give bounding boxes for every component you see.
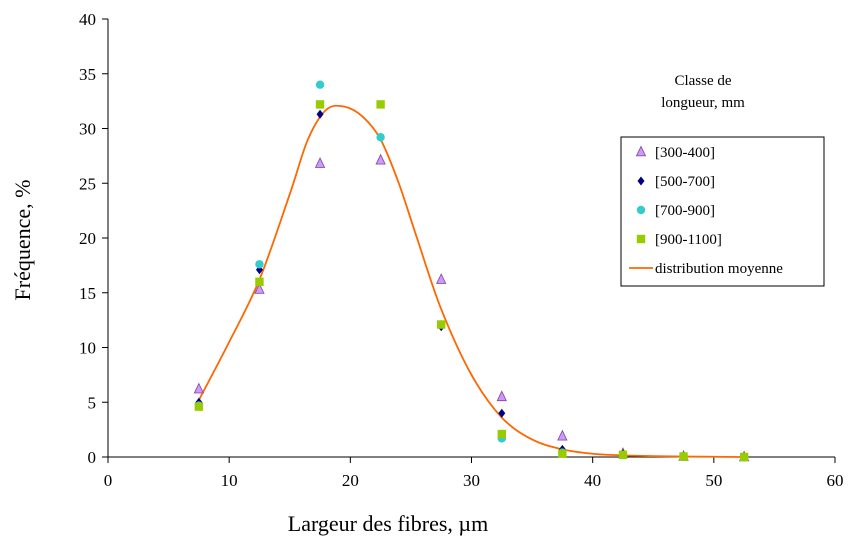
series-line-layer xyxy=(198,104,745,458)
x-tick-label: 60 xyxy=(827,471,844,490)
legend-label-1: [300-400] xyxy=(655,145,715,161)
legend-marker-2 xyxy=(637,176,645,186)
y-tick-label: 5 xyxy=(88,393,97,412)
legend-label-5: distribution moyenne xyxy=(655,261,783,277)
data-point-series-3 xyxy=(315,80,325,89)
data-point-series-1 xyxy=(254,282,265,294)
legend-title-line-2: longueur, mm xyxy=(661,95,745,111)
y-tick-label: 25 xyxy=(79,174,96,193)
data-point-series-4 xyxy=(376,100,385,109)
y-tick-label: 10 xyxy=(79,339,96,358)
x-axis-title: Largeur des fibres, µm xyxy=(288,511,488,536)
y-axis-title: Fréquence, % xyxy=(10,180,35,301)
data-point-series-3 xyxy=(255,260,264,269)
x-tick-label: 10 xyxy=(221,471,238,490)
x-tick-label: 40 xyxy=(584,471,601,490)
legend-title-line-1: Classe de xyxy=(674,73,731,89)
y-tick-label: 20 xyxy=(79,229,96,248)
legend-label-4: [900-1100] xyxy=(655,232,722,248)
legend-label-2: [500-700] xyxy=(655,174,715,190)
data-point-series-4 xyxy=(255,277,264,286)
data-point-series-1 xyxy=(375,153,386,165)
y-tick-label: 35 xyxy=(79,65,96,84)
data-point-series-1 xyxy=(435,273,447,284)
data-point-series-4 xyxy=(497,429,506,439)
legend-box xyxy=(620,136,825,287)
data-point-series-4 xyxy=(679,452,688,461)
data-point-series-1 xyxy=(314,157,326,168)
x-tick-label: 20 xyxy=(342,471,359,490)
series-points-layer xyxy=(193,80,750,462)
y-tick-label: 30 xyxy=(79,120,96,139)
tick-labels: 0 5 10 15 20 25 30 35 40 0 10 20 30 40 50 60 xyxy=(79,10,844,490)
data-point-series-4 xyxy=(437,320,446,329)
legend-items: [300-400] [500-700] [700-900] [900-1100] dis… xyxy=(629,145,783,277)
y-tick-label: 40 xyxy=(79,10,96,29)
data-point-series-2 xyxy=(498,408,506,418)
data-point-series-3 xyxy=(376,133,385,142)
y-tick-label: 15 xyxy=(79,284,96,303)
data-point-series-1 xyxy=(193,382,205,394)
data-point-series-1 xyxy=(557,429,568,441)
data-point-series-4 xyxy=(315,100,325,109)
series-line-distribution-moyenne xyxy=(198,104,745,458)
data-point-series-1 xyxy=(496,390,508,402)
data-point-series-4 xyxy=(558,449,567,458)
legend: Classe de longueur, mm [300-400] [500-700… xyxy=(620,73,825,287)
y-tick-label: 0 xyxy=(88,448,97,467)
data-point-series-4 xyxy=(739,452,749,462)
legend-marker-4 xyxy=(636,234,646,244)
x-tick-label: 50 xyxy=(705,471,722,490)
data-point-series-2 xyxy=(316,109,324,119)
data-point-series-4 xyxy=(194,402,204,411)
x-tick-label: 0 xyxy=(104,471,113,490)
data-point-series-4 xyxy=(618,450,628,460)
x-tick-label: 30 xyxy=(463,471,480,490)
legend-marker-1 xyxy=(635,145,647,157)
legend-marker-3 xyxy=(636,205,646,215)
legend-label-3: [700-900] xyxy=(655,203,715,219)
